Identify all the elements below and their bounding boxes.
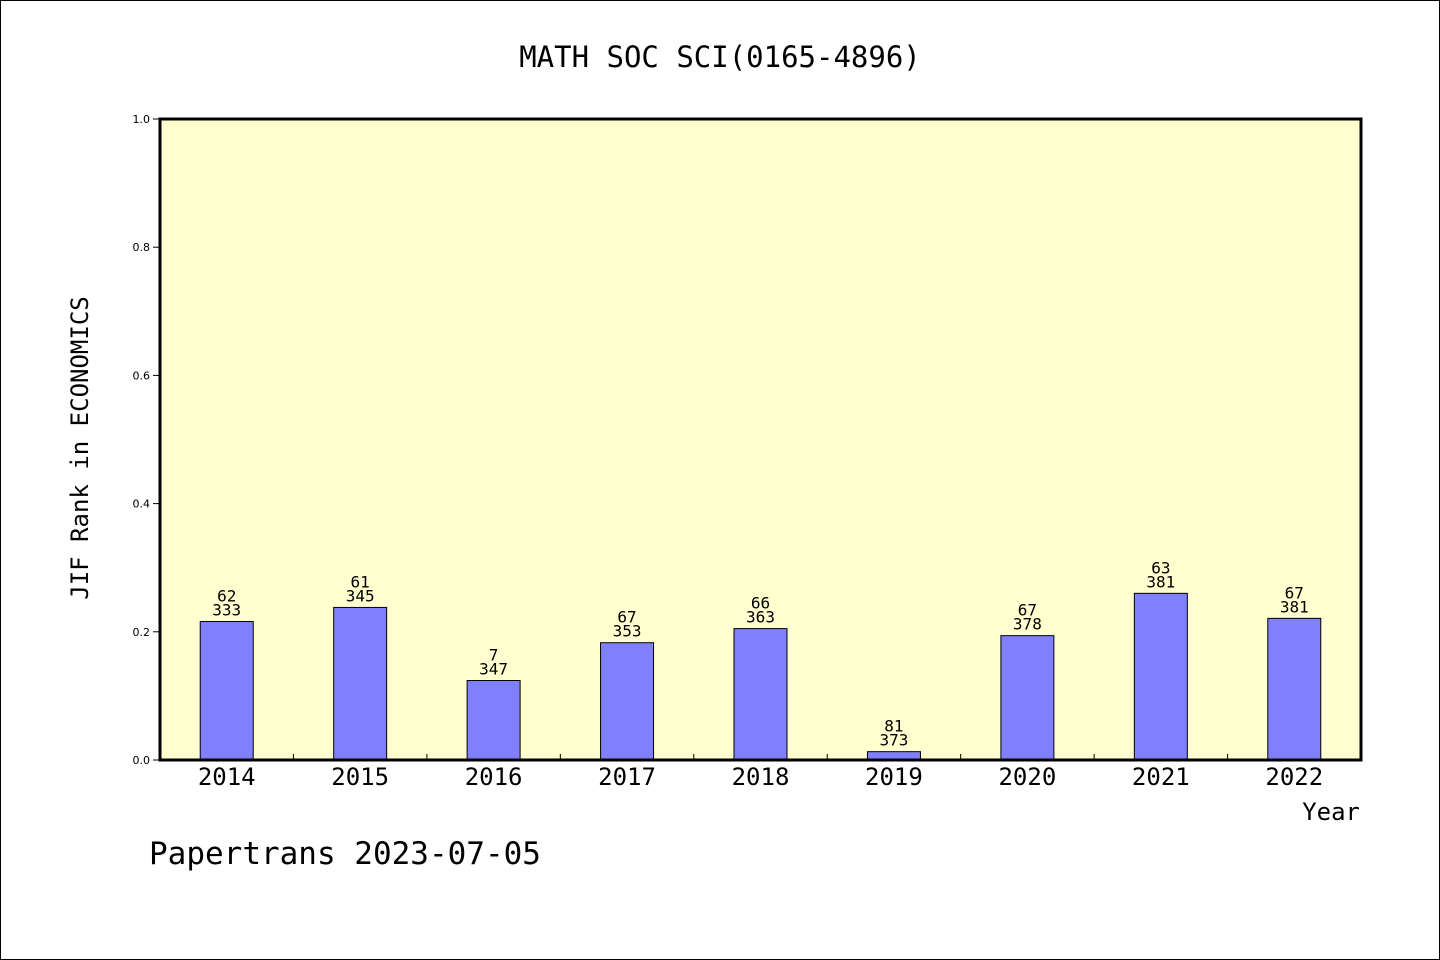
x-axis-label: Year [1302, 798, 1360, 826]
data-label-top-2019: 81 [884, 717, 903, 736]
x-tick-label-2022: 2022 [1265, 763, 1323, 791]
y-axis-label: JIF Rank in ECONOMICS [66, 296, 94, 599]
x-tick-label-2021: 2021 [1132, 763, 1190, 791]
data-label-bottom-2022: 381 [1280, 597, 1309, 616]
data-label-top-2015: 61 [351, 572, 370, 591]
data-label-bottom-2015: 345 [346, 586, 375, 605]
x-tick-label-2014: 2014 [198, 763, 256, 791]
y-axis-ticks: 0.0 0.2 0.4 0.6 0.8 1.0 [133, 113, 160, 767]
x-tick-label-2015: 2015 [331, 763, 389, 791]
y-tick-label-0.6: 0.6 [133, 369, 151, 382]
y-tick-label-0.0: 0.0 [133, 754, 151, 767]
footer-watermark: Papertrans 2023-07-05 [149, 836, 541, 872]
data-label-bottom-2020: 378 [1013, 615, 1042, 634]
data-label-top-2014: 62 [217, 587, 236, 606]
x-tick-label-2019: 2019 [865, 763, 923, 791]
x-tick-label-2020: 2020 [998, 763, 1056, 791]
data-label-bottom-2017: 353 [613, 622, 642, 641]
data-label-top-2021: 63 [1151, 558, 1170, 577]
data-label-bottom-2021: 381 [1146, 572, 1175, 591]
y-tick-label-0.8: 0.8 [133, 241, 151, 254]
data-label-top-2018: 66 [751, 594, 770, 613]
data-label-bottom-2014: 333 [212, 601, 241, 620]
bar-2018 [733, 628, 788, 761]
bar-2014 [199, 621, 254, 761]
bar-2020 [1000, 635, 1055, 761]
bar-2016 [466, 680, 521, 761]
plot-border [158, 117, 1363, 762]
data-label-top-2022: 67 [1285, 583, 1304, 602]
y-tick-label-1.0: 1.0 [133, 113, 151, 126]
data-label-bottom-2016: 347 [479, 660, 508, 679]
bar-2022 [1267, 617, 1322, 761]
data-label-top-2020: 67 [1018, 601, 1037, 620]
data-label-bottom-2019: 373 [879, 731, 908, 750]
bars-group [199, 592, 1322, 761]
x-tick-label-2017: 2017 [598, 763, 656, 791]
data-labels-group: 6233361345734767353663638137367378633816… [212, 558, 1308, 749]
bar-2015 [333, 606, 388, 761]
data-label-top-2017: 67 [617, 608, 636, 627]
x-tick-label-2018: 2018 [732, 763, 790, 791]
data-label-top-2016: 7 [489, 646, 499, 665]
bar-2021 [1133, 592, 1188, 761]
x-tick-label-2016: 2016 [465, 763, 523, 791]
x-axis-ticks: 2014 2015 2016 2017 2018 2019 2020 2021 2022 [198, 754, 1323, 791]
chart-title: MATH SOC SCI(0165-4896) [519, 40, 921, 74]
y-tick-label-0.4: 0.4 [133, 498, 151, 511]
bar-2017 [600, 642, 655, 761]
y-tick-label-0.2: 0.2 [133, 626, 151, 639]
data-label-bottom-2018: 363 [746, 608, 775, 627]
